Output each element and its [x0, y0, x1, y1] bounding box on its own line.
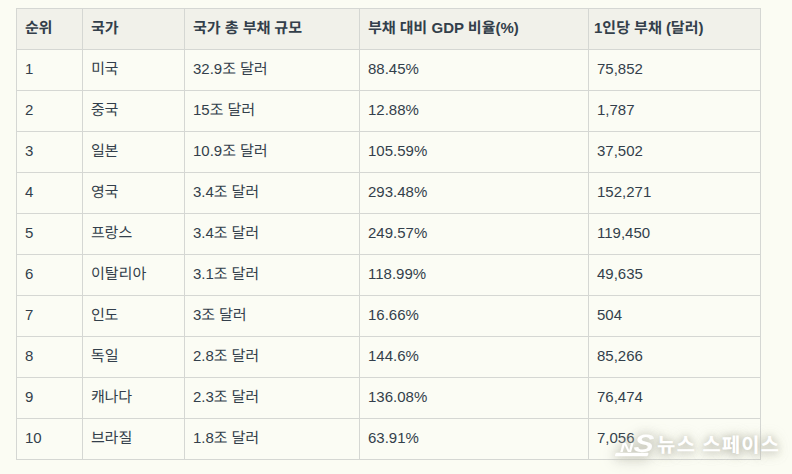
- svg-text:N: N: [620, 441, 634, 455]
